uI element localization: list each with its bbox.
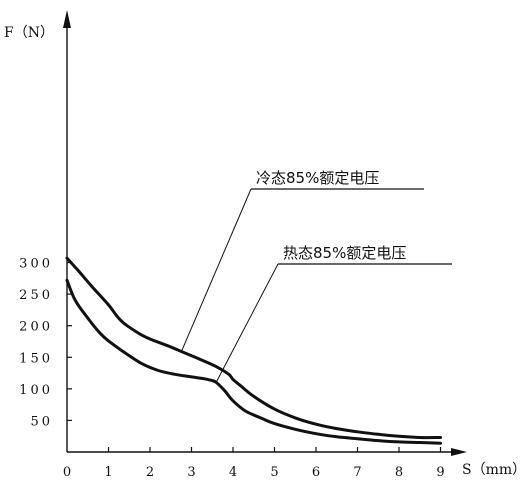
x-tick-label: 2: [146, 465, 154, 480]
x-tick-label: 4: [229, 465, 237, 480]
y-tick-label: 50: [30, 414, 53, 429]
x-tick-label: 9: [436, 465, 444, 480]
ticks: 0 1 2 3 4 5 6 7 8 9 50 100 150 200 250 300: [19, 257, 444, 480]
y-axis-arrowhead: [63, 10, 71, 28]
y-tick-label: 250: [19, 288, 53, 303]
cold-state-label: 冷态85%额定电压: [256, 169, 379, 187]
hot-state-curve: [65, 278, 442, 445]
annotation-leader-line: [180, 188, 252, 353]
x-tick-label: 7: [353, 465, 361, 480]
cold-state-curve: [65, 256, 442, 440]
y-tick-label: 200: [19, 320, 53, 335]
curves: [65, 256, 442, 445]
x-tick-label: 3: [187, 465, 195, 480]
annotation-leader-line: [215, 263, 279, 383]
x-tick-label: 6: [312, 465, 320, 480]
hot-state-label: 热态85%额定电压: [283, 244, 406, 262]
y-tick-label: 300: [19, 257, 53, 272]
axes: [63, 10, 467, 456]
x-tick-label: 8: [395, 465, 403, 480]
x-tick-label: 0: [63, 465, 71, 480]
y-tick-label: 100: [19, 383, 53, 398]
x-axis-label: S（mm）: [462, 462, 521, 478]
y-axis-label: F（N）: [4, 25, 54, 41]
x-tick-label: 1: [104, 465, 112, 480]
x-tick-label: 5: [270, 465, 278, 480]
x-axis-arrowhead: [451, 448, 467, 456]
y-tick-label: 150: [19, 351, 53, 366]
